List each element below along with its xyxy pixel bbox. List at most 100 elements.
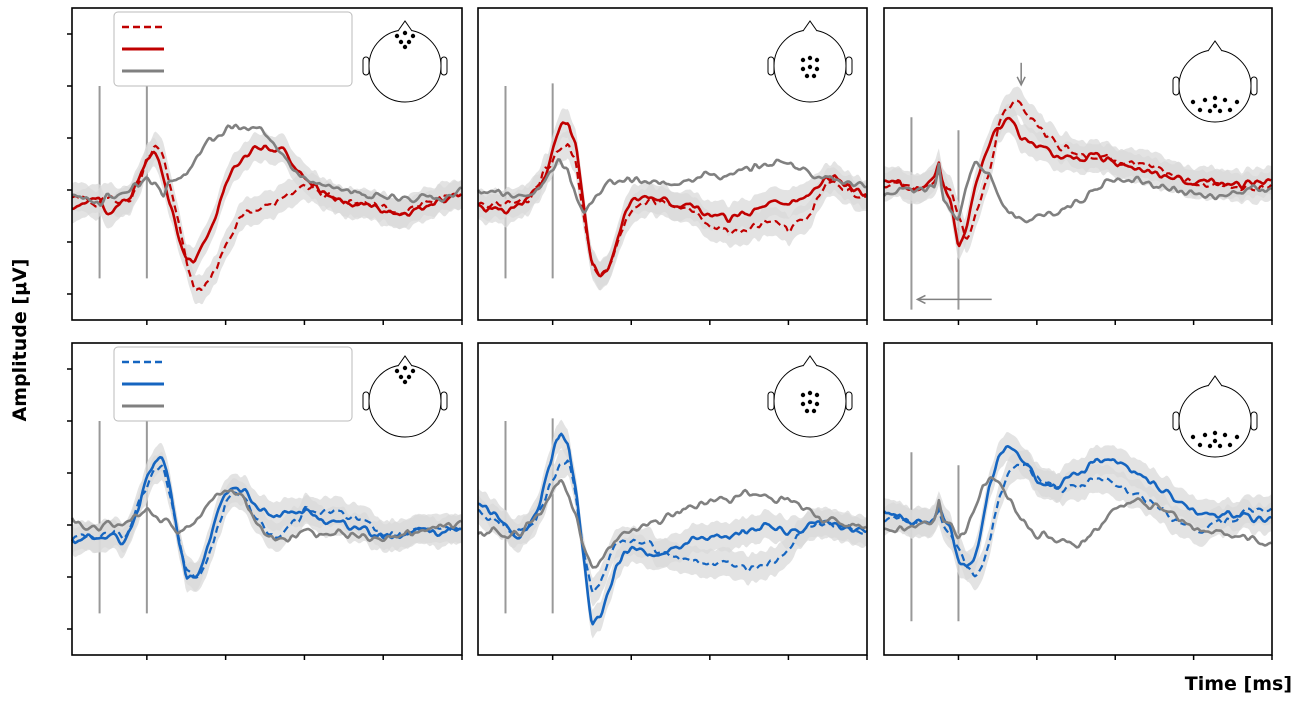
electrode-dot <box>398 39 404 45</box>
electrode-dot <box>402 365 408 371</box>
electrode-dot <box>1217 443 1223 449</box>
electrode-dot <box>814 401 820 407</box>
panel-a <box>67 7 463 325</box>
plot-frame <box>71 7 463 321</box>
electrode-dot <box>811 73 817 79</box>
series-line-avc-avm <box>477 478 867 569</box>
confidence-band <box>478 108 867 291</box>
head-ear-left <box>1172 411 1180 431</box>
electrode-dot <box>814 66 820 72</box>
panel-d <box>67 342 463 660</box>
electrode-dot <box>402 44 408 50</box>
head-diagram <box>767 355 853 438</box>
head-ear-right <box>845 56 853 76</box>
electrode-dot <box>1190 434 1196 440</box>
series-line-avc <box>477 432 867 626</box>
head-ear-left <box>767 391 775 411</box>
confidence-band <box>884 432 1272 581</box>
series-line-avc-avm <box>476 158 867 214</box>
legend <box>113 11 353 87</box>
series-line-avc-avm <box>883 160 1272 224</box>
electrode-dot <box>394 33 400 39</box>
annotation-arrowhead <box>915 294 926 305</box>
head-ear-left <box>362 56 370 76</box>
electrode-dot <box>800 392 806 398</box>
electrode-dot <box>1212 95 1218 101</box>
panel-c <box>883 7 1273 325</box>
head-diagram <box>362 355 448 438</box>
electrode-dot <box>811 408 817 414</box>
head-ear-right <box>1250 411 1258 431</box>
head-diagram <box>362 20 448 103</box>
electrode-dot <box>814 392 820 398</box>
electrode-dot <box>1227 107 1233 113</box>
series-line-avc-avm <box>884 476 1272 549</box>
electrode-dot <box>1190 99 1196 105</box>
head-diagram <box>1172 375 1258 458</box>
head-nose <box>397 20 413 32</box>
panel-e <box>477 342 868 660</box>
head-ear-left <box>1172 76 1180 96</box>
confidence-band <box>884 86 1272 254</box>
head-outline <box>1178 384 1252 458</box>
head-nose <box>397 355 413 367</box>
plot-frame <box>477 342 868 656</box>
head-ear-right <box>845 391 853 411</box>
head-ear-left <box>362 391 370 411</box>
plot-frame <box>883 7 1273 321</box>
electrode-dot <box>804 73 810 79</box>
confidence-band <box>72 442 462 593</box>
electrode-dot <box>1212 438 1218 444</box>
electrode-dot <box>807 399 813 405</box>
legend <box>113 346 353 422</box>
x-axis-label: Time [ms] <box>1185 673 1292 695</box>
electrode-dot <box>394 368 400 374</box>
electrode-dot <box>1222 432 1228 438</box>
head-ear-right <box>440 56 448 76</box>
electrode-dot <box>807 64 813 70</box>
panel-b <box>476 7 868 325</box>
electrode-dot <box>1207 108 1213 114</box>
electrode-dot <box>807 390 813 396</box>
series-line-avc <box>883 444 1272 568</box>
head-nose <box>802 355 818 367</box>
electrode-dot <box>402 30 408 36</box>
head-outline <box>368 29 442 103</box>
electrode-dot <box>807 55 813 61</box>
electrode-dot <box>800 66 806 72</box>
series-line-avm <box>883 99 1272 240</box>
series-line-avc <box>883 116 1272 248</box>
electrode-dot <box>1217 108 1223 114</box>
electrode-dot <box>814 57 820 63</box>
electrode-dot <box>1234 99 1240 105</box>
head-outline <box>368 364 442 438</box>
electrode-dot <box>1212 103 1218 109</box>
electrode-dot <box>800 401 806 407</box>
series-line-avc-avm <box>71 123 462 207</box>
electrode-dot <box>1197 107 1203 113</box>
series-line-avm <box>477 459 867 594</box>
plot-frame <box>71 342 463 656</box>
series-line-avc <box>71 144 463 264</box>
head-diagram <box>1172 40 1258 123</box>
head-nose <box>1207 40 1223 52</box>
electrode-dot <box>406 374 412 380</box>
series-line-avc <box>477 121 867 278</box>
electrode-dot <box>406 39 412 45</box>
plot-frame <box>477 7 868 321</box>
confidence-band <box>72 131 462 305</box>
electrode-dot <box>1234 434 1240 440</box>
electrode-dot <box>410 368 416 374</box>
electrode-dot <box>1227 442 1233 448</box>
electrode-dot <box>1202 432 1208 438</box>
series-line-avc-avm <box>70 488 462 543</box>
head-ear-right <box>440 391 448 411</box>
annotation-arrowhead <box>1016 76 1026 87</box>
head-nose <box>1207 375 1223 387</box>
head-ear-left <box>767 56 775 76</box>
electrode-dot <box>804 408 810 414</box>
legend-box <box>113 346 353 422</box>
electrode-dot <box>1207 443 1213 449</box>
